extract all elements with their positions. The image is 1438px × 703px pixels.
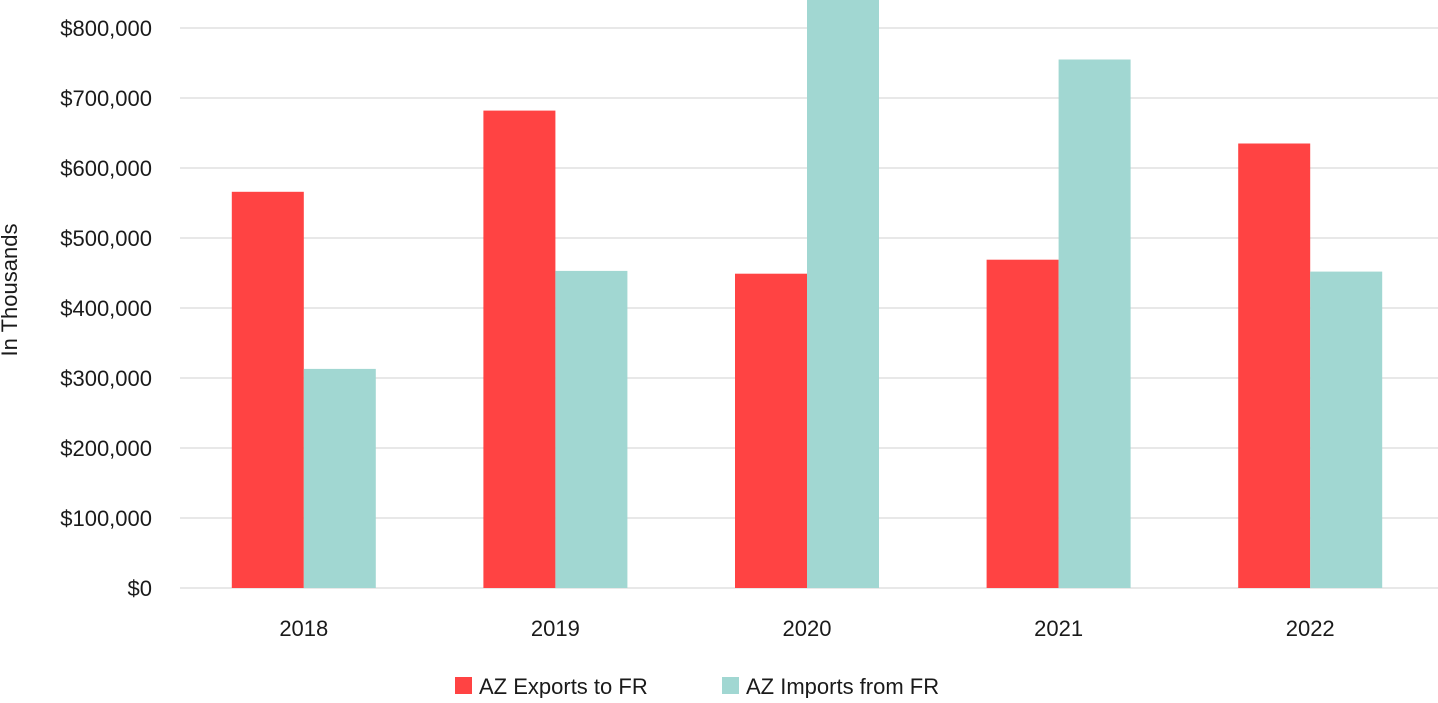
legend-swatch [722, 677, 739, 694]
y-tick-label: $300,000 [60, 366, 152, 391]
bar-az-exports-to-fr-2021 [986, 259, 1059, 588]
x-tick-label: 2022 [1286, 616, 1335, 641]
legend-label: AZ Exports to FR [479, 674, 648, 698]
bar-az-exports-to-fr-2022 [1238, 143, 1311, 588]
y-tick-label: $800,000 [60, 16, 152, 41]
x-tick-label: 2021 [1034, 616, 1083, 641]
bar-az-imports-from-fr-2018 [303, 368, 376, 588]
bars [231, 0, 1383, 589]
legend-swatch [455, 677, 472, 694]
bar-az-exports-to-fr-2019 [483, 110, 556, 588]
y-tick-label: $100,000 [60, 506, 152, 531]
bar-az-imports-from-fr-2021 [1058, 59, 1131, 588]
bar-az-exports-to-fr-2018 [231, 191, 304, 589]
x-tick-label: 2019 [531, 616, 580, 641]
y-tick-label: $0 [128, 576, 152, 601]
bar-az-exports-to-fr-2020 [735, 273, 807, 588]
y-tick-label: $700,000 [60, 86, 152, 111]
x-axis-ticks: 2018 2019 2020 2021 2022 [279, 616, 1334, 641]
y-tick-label: $600,000 [60, 156, 152, 181]
y-axis-title: In Thousands [0, 224, 22, 357]
legend: AZ Exports to FR AZ Imports from FR [455, 674, 939, 699]
y-tick-label: $200,000 [60, 436, 152, 461]
bar-az-imports-from-fr-2019 [555, 270, 628, 588]
legend-label: AZ Imports from FR [746, 674, 939, 698]
x-tick-label: 2020 [783, 616, 832, 641]
y-tick-label: $400,000 [60, 296, 152, 321]
bar-az-imports-from-fr-2020 [807, 0, 879, 588]
y-axis-ticks: $0 $100,000 $200,000 $300,000 $400,000 $500,0… [60, 16, 152, 601]
y-tick-label: $500,000 [60, 226, 152, 251]
x-tick-label: 2018 [279, 616, 328, 641]
bar-az-imports-from-fr-2022 [1310, 271, 1383, 588]
